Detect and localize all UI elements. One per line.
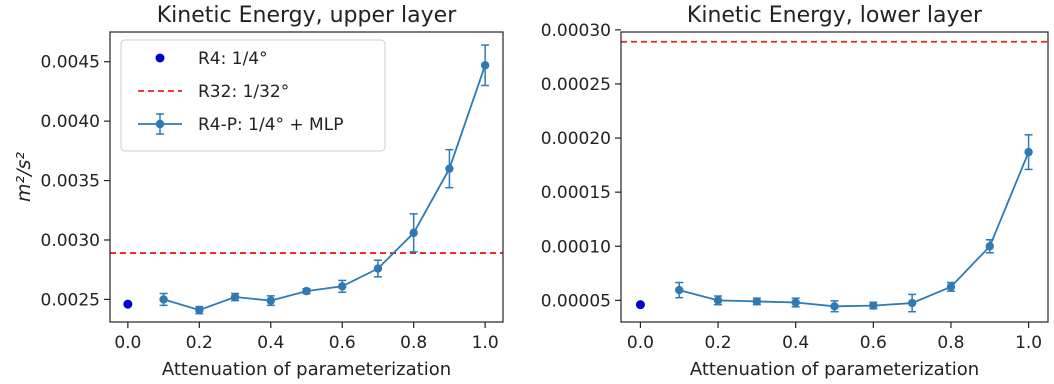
series-r4p-point: [713, 296, 723, 305]
series-r4p-point: [159, 295, 168, 304]
y-tick-label: 0.00015: [541, 183, 611, 203]
y-tick-label: 0.0035: [41, 172, 100, 192]
x-tick-label: 0.2: [705, 333, 732, 353]
series-r4p-point: [985, 242, 994, 251]
legend-label: R4: 1/4°: [198, 49, 268, 69]
x-tick-label: 0.2: [186, 333, 213, 353]
legend-marker-r4: [155, 53, 165, 63]
legend-label: R32: 1/32°: [198, 82, 289, 102]
series-r4p-point: [752, 297, 762, 306]
series-r4p-line: [678, 151, 1030, 308]
series-r4p-point: [907, 298, 917, 308]
x-tick-label: 0.4: [257, 333, 284, 353]
y-tick-label: 0.00005: [541, 291, 611, 311]
y-tick-label: 0.00020: [541, 129, 611, 149]
y-tick-label: 0.0030: [41, 231, 100, 251]
series-r4p-point: [791, 298, 800, 307]
x-tick-label: 0.6: [329, 333, 356, 353]
x-tick-label: 1.0: [1015, 333, 1042, 353]
y-tick-label: 0.0040: [41, 112, 100, 132]
panel-upper-layer: Kinetic Energy, upper layer 0.0 0.2 0.4 0.6 0…: [13, 3, 504, 380]
legend-marker-r4p-point: [155, 119, 165, 129]
series-r4-point: [635, 300, 645, 310]
y-tick-label: 0.00010: [541, 237, 611, 257]
plot-frame: [620, 31, 1049, 323]
series-r4p-point: [946, 282, 956, 292]
series-r4p-point: [675, 285, 684, 295]
y-tick-label: 0.00025: [541, 75, 611, 95]
x-tick-label: 0.8: [400, 333, 427, 353]
chart-title: Kinetic Energy, upper layer: [157, 3, 457, 28]
y-tick-label: 0.00030: [541, 21, 611, 41]
series-r4p-point: [445, 164, 454, 173]
x-tick-label: 0.4: [782, 333, 809, 353]
series-r4p-point: [266, 296, 275, 305]
plot-frame: [109, 31, 504, 323]
x-tick-label: 0.0: [114, 333, 141, 353]
y-tick-label: 0.0045: [41, 53, 100, 73]
legend-box: [120, 39, 386, 152]
series-r4p-line: [163, 65, 486, 312]
panel-lower-layer: Kinetic Energy, lower layer 0.0 0.2 0.4 0.6 0…: [541, 3, 1049, 380]
x-axis-label: Attenuation of parameterization: [162, 359, 451, 380]
series-r4p-point: [830, 302, 839, 311]
series-r4p-point: [869, 301, 878, 310]
x-tick-label: 0.6: [860, 333, 887, 353]
x-axis-label: Attenuation of parameterization: [690, 359, 979, 380]
y-axis-label: m²/s²: [13, 152, 35, 202]
legend-label: R4-P: 1/4° + MLP: [198, 115, 343, 135]
series-r4p-point: [195, 305, 204, 315]
series-r4p-point: [409, 228, 418, 238]
chart-title: Kinetic Energy, lower layer: [687, 3, 983, 28]
x-tick-label: 0.8: [937, 333, 964, 353]
series-r4p-point: [1024, 147, 1033, 157]
x-tick-label: 1.0: [472, 333, 499, 353]
x-tick-label: 0.0: [627, 333, 654, 353]
series-r4p-point: [338, 282, 347, 291]
legend: R4: 1/4° R32: 1/32° R4-P: 1/4° + MLP: [120, 39, 386, 152]
series-r4p-point: [373, 264, 383, 273]
series-r4p-point: [302, 286, 311, 296]
y-tick-label: 0.0025: [41, 290, 100, 310]
series-r4-point: [123, 299, 133, 309]
series-r4p-point: [230, 292, 240, 302]
series-r4p-point: [480, 61, 490, 70]
